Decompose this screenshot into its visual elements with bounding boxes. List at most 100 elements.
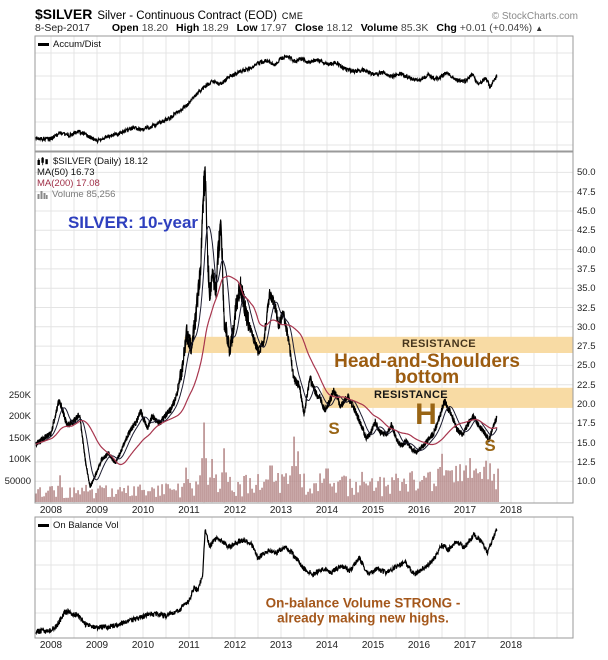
year-axis-tick: 2011 (178, 505, 200, 516)
year-axis-tick: 2015 (361, 505, 385, 516)
price-axis-tick: 17.5 (577, 418, 596, 430)
volume-axis-tick: 150K (8, 432, 31, 444)
obv-legend: On Balance Vol (38, 520, 119, 531)
annotation-obv-note-line1: On-balance Volume STRONG - (265, 595, 461, 611)
price-axis-tick: 10.0 (577, 476, 596, 488)
instrument-name: Silver - Continuous Contract (EOD) (97, 10, 277, 22)
quote-value: 18.20 (141, 22, 168, 34)
quote-date: 8-Sep-2017 (35, 22, 90, 34)
price-axis-tick: 32.5 (577, 302, 596, 314)
price-axis-tick: 40.0 (577, 244, 596, 256)
price-axis-tick: 50.0 (577, 167, 596, 179)
line-swatch-icon (38, 43, 49, 46)
year-axis-tick: 2018 (499, 505, 523, 516)
year-axis-tick: 2010 (131, 505, 155, 516)
quote-label: High (176, 22, 200, 34)
quote-value: 17.97 (260, 22, 287, 34)
ma50-line (35, 225, 498, 481)
price-axis-tick: 12.5 (577, 456, 596, 468)
main-chart-legend: $SILVER (Daily) 18.12 MA(50) 16.73 MA(20… (37, 156, 148, 200)
quote-label: Low (236, 22, 258, 34)
year-axis-tick: 2012 (223, 640, 247, 651)
year-axis-tick: 2013 (269, 640, 293, 651)
annotation-right-shoulder-letter: S (484, 436, 496, 455)
price-axis-tick: 45.0 (577, 206, 596, 217)
year-axis-tick: 2016 (407, 640, 431, 651)
volume-axis-tick: 50000 (4, 475, 31, 487)
line-swatch-icon (38, 524, 49, 527)
volume-bars (35, 422, 499, 503)
price-axis-tick: 25.0 (577, 360, 596, 372)
year-axis-tick: 2013 (269, 505, 293, 516)
ticker-symbol: $SILVER (35, 6, 93, 22)
quote-bar: 8-Sep-2017 Open 18.20 High 18.29 Low 17.97 Clo… (35, 22, 578, 34)
chart-header: $SILVER Silver - Continuous Contract (EO… (35, 6, 578, 22)
year-axis-tick: 2010 (131, 640, 155, 651)
year-axis-tick: 2008 (39, 640, 63, 651)
price-axis-tick: 37.5 (577, 263, 596, 275)
quote-values: Open 18.20 High 18.29 Low 17.97 Close 18.12 Volu… (104, 22, 532, 34)
annotation-head-letter: H (415, 398, 437, 431)
exchange-label: CME (281, 11, 304, 21)
annotation-silver-period: SILVER: 10-year (67, 213, 199, 232)
accum-dist-line (35, 54, 498, 145)
accum-dist-legend: Accum/Dist (38, 39, 101, 50)
candlesticks-icon (37, 157, 49, 166)
price-axis-tick: 30.0 (577, 321, 596, 333)
main-legend-symbol: $SILVER (Daily) 18.12 (53, 156, 148, 167)
year-axis-tick: 2017 (453, 505, 477, 516)
panel-obv-border (34, 516, 574, 639)
price-axis-tick: 42.5 (577, 225, 596, 237)
annotation-resistance-lower: RESISTANCE (373, 389, 449, 401)
volume-axis-tick: 200K (8, 411, 31, 422)
annotation-head-and-shoulders: Head-and-Shoulders (334, 351, 520, 372)
resistance-bands (184, 336, 573, 408)
quote-value: 18.29 (202, 22, 229, 34)
year-axis-tick: 2016 (407, 505, 431, 516)
volume-histogram-icon (37, 190, 48, 199)
volume-axis-tick: 250K (8, 389, 31, 401)
obv-line (35, 528, 498, 636)
quote-value: 18.12 (326, 22, 353, 34)
annotation-left-shoulder-letter: S (328, 419, 340, 438)
price-axis-tick: 20.0 (577, 399, 596, 410)
price-axis-tick: 47.5 (577, 186, 596, 198)
quote-label: Chg (436, 22, 457, 34)
year-axis-tick: 2015 (361, 640, 385, 651)
main-legend-ma50: MA(50) 16.73 (37, 167, 95, 178)
year-axis-tick: 2011 (178, 640, 200, 651)
price-series (35, 166, 498, 488)
quote-value: +0.01 (+0.04%) (459, 22, 533, 34)
year-axis-tick: 2014 (315, 640, 339, 651)
annotation-head-and-shoulders-bottom: bottom (394, 367, 460, 388)
quote-label: Close (294, 22, 324, 34)
change-up-arrow-icon: ▲ (535, 24, 544, 33)
annotation-obv-note-line2: already making new highs. (277, 610, 449, 626)
obv-legend-label: On Balance Vol (53, 520, 119, 531)
ma200-line (35, 275, 498, 466)
panel-accum-border (34, 35, 574, 152)
year-axis-tick: 2009 (85, 640, 109, 651)
year-axis-tick: 2018 (499, 640, 523, 651)
year-axis-tick: 2014 (315, 505, 339, 516)
price-axis-tick: 27.5 (577, 341, 596, 353)
year-axis-tick: 2008 (39, 505, 63, 516)
quote-value: 85.3K (400, 22, 429, 34)
year-axis-tick: 2012 (223, 505, 247, 516)
main-legend-ma200: MA(200) 17.08 (37, 178, 100, 189)
annotation-resistance-upper: RESISTANCE (401, 338, 477, 350)
panel-main-border (34, 151, 574, 504)
year-axis-tick: 2009 (85, 505, 109, 516)
year-axis-tick: 2017 (453, 640, 477, 651)
volume-axis-tick: 100K (8, 454, 31, 465)
watermark-source: © StockCharts.com (491, 11, 578, 22)
price-axis-tick: 35.0 (577, 283, 596, 295)
accum-dist-legend-label: Accum/Dist (53, 39, 102, 50)
price-axis-tick: 15.0 (577, 437, 596, 449)
quote-label: Volume (360, 22, 398, 34)
quote-label: Open (111, 22, 139, 34)
main-legend-volume: Volume 85,256 (52, 189, 116, 200)
price-axis-tick: 22.5 (577, 379, 596, 391)
